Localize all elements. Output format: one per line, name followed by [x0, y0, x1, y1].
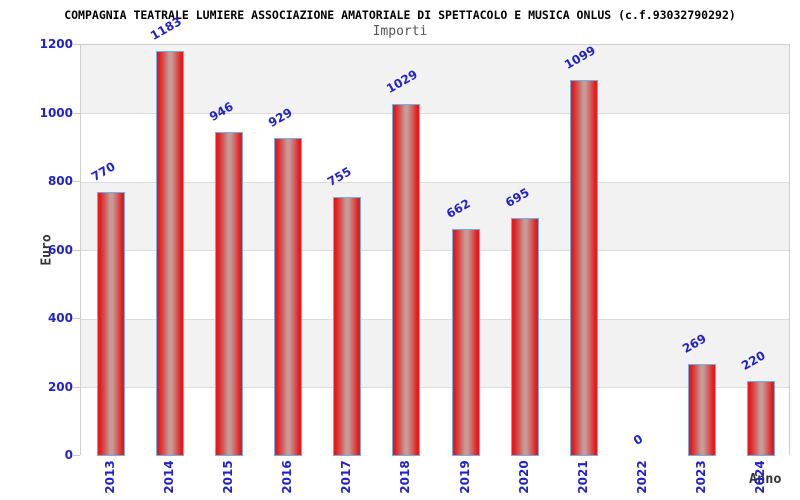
y-tick-mark: [72, 318, 80, 319]
chart-title: COMPAGNIA TEATRALE LUMIERE ASSOCIAZIONE …: [64, 8, 736, 22]
y-tick-label: 1200: [39, 37, 73, 51]
y-tick-label: 400: [47, 311, 73, 325]
bar: [96, 192, 125, 456]
x-tick-label: 2021: [575, 460, 590, 494]
bar: [274, 137, 303, 456]
y-tick-mark: [72, 181, 80, 182]
x-tick-label: 2022: [635, 460, 650, 494]
y-tick-label: 0: [64, 448, 73, 462]
gridline: [81, 387, 789, 388]
gridline: [81, 318, 789, 320]
y-tick-mark: [72, 249, 80, 251]
y-tick-label: 200: [47, 379, 73, 394]
bar: [333, 197, 362, 456]
x-tick-label: 2023: [694, 460, 709, 494]
x-tick-label: 2017: [339, 460, 354, 494]
bar: [510, 217, 539, 456]
y-tick-mark: [72, 386, 80, 388]
bar: [392, 103, 421, 456]
y-tick-mark: [72, 112, 80, 114]
x-tick-label: 2016: [280, 460, 295, 494]
grid-band: [81, 387, 789, 456]
bar: [569, 79, 598, 456]
bar: [451, 229, 480, 456]
y-tick-label: 600: [47, 242, 73, 257]
gridline: [81, 250, 789, 251]
x-tick-label: 2020: [516, 460, 531, 494]
grid-band: [81, 182, 789, 251]
x-tick-label: 2018: [398, 460, 413, 494]
grid-band: [81, 45, 789, 114]
y-tick-mark: [72, 44, 80, 45]
bar: [747, 380, 776, 456]
grid-band: [81, 113, 789, 182]
gridline: [81, 181, 789, 183]
bar: [155, 50, 184, 456]
grid-band: [81, 319, 789, 388]
x-axis-label: Anno: [749, 471, 782, 487]
x-tick-label: 2019: [457, 460, 472, 494]
bar: [214, 131, 243, 456]
gridline: [81, 113, 789, 114]
grid-band: [81, 250, 789, 319]
y-tick-label: 800: [47, 174, 73, 188]
x-tick-label: 2024: [753, 460, 768, 494]
plot-area: 770 1183 946 929 755 1029 662 695 1099 0 269 220: [80, 14, 790, 456]
x-tick-label: 2014: [161, 460, 176, 494]
y-tick-label: 1000: [39, 105, 73, 120]
y-tick-mark: [72, 455, 80, 456]
bar: [688, 363, 717, 456]
chart-subtitle: Importi: [372, 24, 428, 39]
x-tick-label: 2015: [220, 460, 235, 494]
x-tick-label: 2013: [102, 460, 117, 494]
